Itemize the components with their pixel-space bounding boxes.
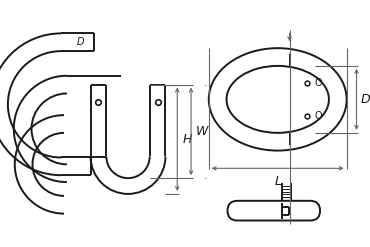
FancyBboxPatch shape [228, 201, 320, 221]
Text: D: D [77, 37, 84, 47]
Text: O: O [314, 78, 322, 88]
Text: L: L [274, 175, 281, 188]
Text: H: H [182, 133, 192, 146]
Text: O: O [314, 111, 322, 121]
Text: D: D [360, 93, 370, 106]
Text: W: W [196, 125, 208, 138]
